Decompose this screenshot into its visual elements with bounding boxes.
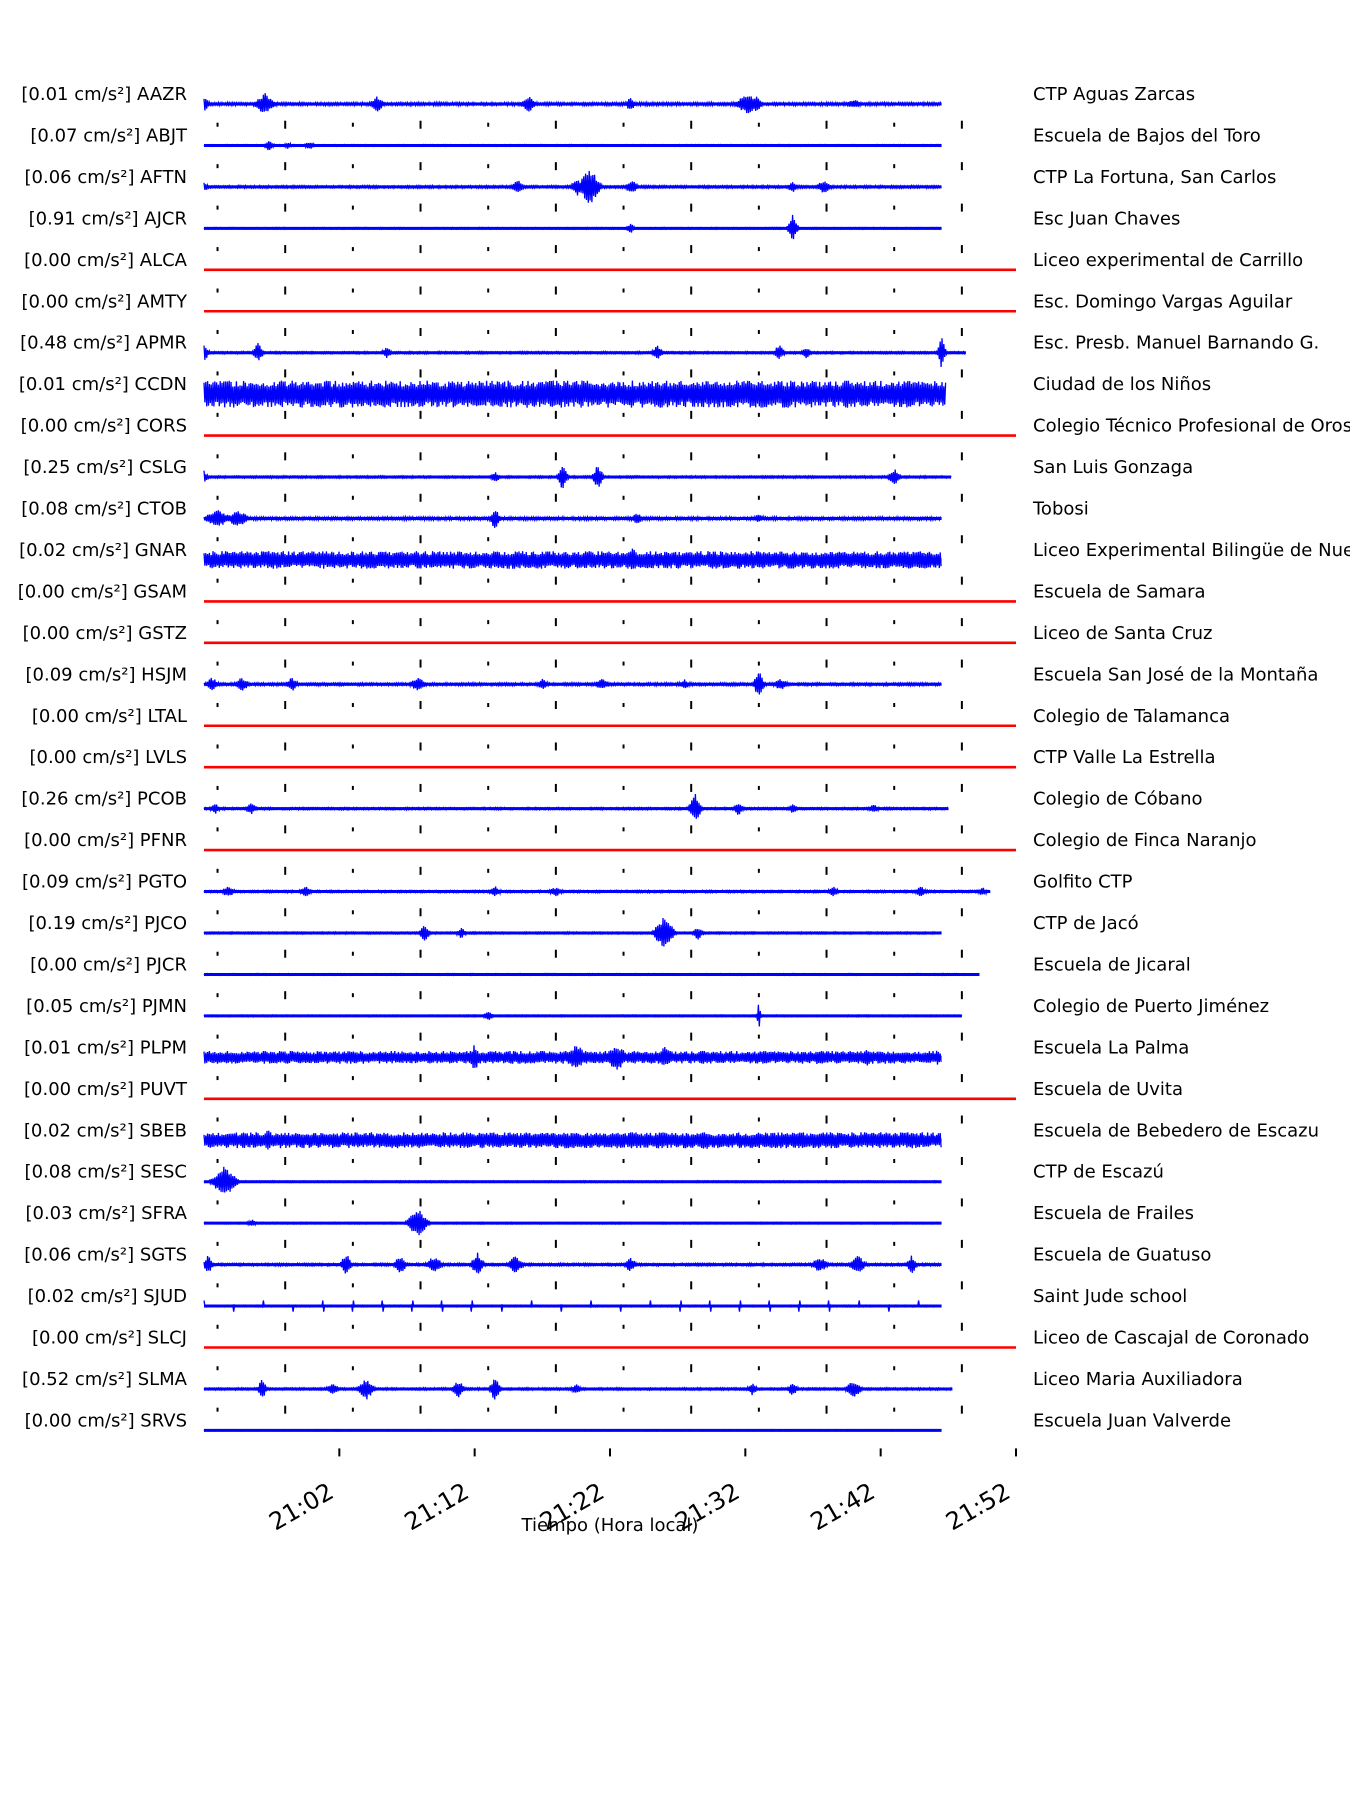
station-name-label: Liceo Maria Auxiliadora (1033, 1369, 1243, 1390)
station-name-label: Golfito CTP (1033, 872, 1133, 893)
station-value-label: [0.07 cm/s²] ABJT (30, 125, 188, 146)
station-name-label: Escuela San José de la Montaña (1033, 664, 1318, 685)
x-tick-label: 21:12 (400, 1477, 474, 1536)
station-name-label: Colegio de Cóbano (1033, 789, 1203, 810)
station-name-label: CTP de Jacó (1033, 913, 1139, 934)
station-name-label: Esc. Presb. Manuel Barnando G. (1033, 333, 1319, 354)
x-axis-label: Tiempo (Hora local) (521, 1515, 699, 1536)
station-name-label: Tobosi (1032, 499, 1089, 520)
station-value-label: [0.26 cm/s²] PCOB (21, 789, 187, 810)
x-tick-label: 21:52 (941, 1477, 1015, 1536)
station-value-label: [0.08 cm/s²] SESC (25, 1162, 187, 1183)
station-value-label: [0.00 cm/s²] PFNR (24, 830, 187, 851)
station-value-label: [0.48 cm/s²] APMR (20, 333, 187, 354)
station-name-label: Ciudad de los Niños (1033, 374, 1211, 395)
station-value-label: [0.00 cm/s²] ALCA (24, 250, 188, 271)
station-name-label: Escuela de Frailes (1033, 1203, 1194, 1224)
station-value-label: [0.00 cm/s²] GSTZ (23, 623, 187, 644)
station-name-label: Escuela Juan Valverde (1033, 1410, 1231, 1431)
station-value-label: [0.00 cm/s²] PJCR (30, 954, 187, 975)
station-value-label: [0.01 cm/s²] AAZR (21, 84, 187, 105)
station-name-label: Esc. Domingo Vargas Aguilar (1033, 291, 1293, 312)
station-name-label: Escuela de Bajos del Toro (1033, 125, 1261, 146)
station-value-label: [0.00 cm/s²] LVLS (30, 747, 187, 768)
station-name-label: Liceo de Santa Cruz (1033, 623, 1212, 644)
station-name-label: CTP La Fortuna, San Carlos (1033, 167, 1276, 188)
station-name-label: Esc Juan Chaves (1033, 208, 1180, 229)
station-value-label: [0.06 cm/s²] SGTS (24, 1245, 187, 1266)
station-name-label: Liceo Experimental Bilingüe de Nuevo Are… (1033, 540, 1350, 561)
station-name-label: Colegio de Finca Naranjo (1033, 830, 1257, 851)
station-value-label: [0.01 cm/s²] CCDN (19, 374, 187, 395)
station-value-label: [0.02 cm/s²] SBEB (24, 1120, 187, 1141)
waveform-trace (203, 793, 949, 819)
station-name-label: Liceo de Cascajal de Coronado (1033, 1328, 1309, 1349)
station-value-label: [0.02 cm/s²] GNAR (19, 540, 187, 561)
station-value-label: [0.06 cm/s²] AFTN (25, 167, 187, 188)
x-tick-label: 21:42 (806, 1477, 880, 1536)
station-value-label: [0.00 cm/s²] SLCJ (32, 1328, 187, 1349)
station-name-label: Escuela de Bebedero de Escazu (1033, 1120, 1319, 1141)
station-value-label: [0.02 cm/s²] SJUD (28, 1286, 187, 1307)
station-name-label: Escuela de Jicaral (1033, 954, 1191, 975)
station-name-label: Liceo experimental de Carrillo (1033, 250, 1303, 271)
station-value-label: [0.03 cm/s²] SFRA (25, 1203, 187, 1224)
station-value-label: [0.00 cm/s²] SRVS (25, 1410, 187, 1431)
station-value-label: [0.00 cm/s²] PUVT (24, 1079, 188, 1100)
station-name-label: Escuela de Guatuso (1033, 1245, 1211, 1266)
station-value-label: [0.00 cm/s²] GSAM (18, 581, 187, 602)
station-value-label: [0.01 cm/s²] PLPM (24, 1037, 187, 1058)
traces-layer (203, 93, 1016, 1433)
labels-layer: [0.01 cm/s²] AAZR CTP Aguas Zarcas [0.07 c… (18, 84, 1350, 1431)
station-value-label: [0.91 cm/s²] AJCR (29, 208, 187, 229)
station-value-label: [0.09 cm/s²] HSJM (26, 664, 187, 685)
station-value-label: [0.00 cm/s²] CORS (21, 416, 187, 437)
station-value-label: [0.08 cm/s²] CTOB (21, 499, 187, 520)
station-value-label: [0.00 cm/s²] AMTY (22, 291, 188, 312)
waveform-trace (203, 1166, 942, 1193)
station-name-label: Escuela de Samara (1033, 581, 1206, 602)
station-name-label: Saint Jude school (1033, 1286, 1187, 1307)
station-value-label: [0.09 cm/s²] PGTO (22, 872, 187, 893)
x-tick-label: 21:02 (264, 1477, 338, 1536)
station-name-label: San Luis Gonzaga (1033, 457, 1193, 478)
station-name-label: Colegio de Talamanca (1033, 706, 1230, 727)
station-name-label: CTP Aguas Zarcas (1033, 84, 1195, 105)
station-name-label: CTP de Escazú (1033, 1162, 1164, 1183)
station-name-label: CTP Valle La Estrella (1033, 747, 1216, 768)
station-name-label: Escuela La Palma (1033, 1037, 1189, 1058)
station-value-label: [0.05 cm/s²] PJMN (26, 996, 187, 1017)
station-name-label: Escuela de Uvita (1033, 1079, 1183, 1100)
station-value-label: [0.19 cm/s²] PJCO (28, 913, 187, 934)
tick-layer (216, 120, 963, 1414)
station-value-label: [0.00 cm/s²] LTAL (32, 706, 187, 727)
station-name-label: Colegio Técnico Profesional de Orosi (1033, 416, 1350, 437)
station-name-label: Colegio de Puerto Jiménez (1033, 996, 1269, 1017)
station-value-label: [0.52 cm/s²] SLMA (22, 1369, 188, 1390)
station-value-label: [0.25 cm/s²] CSLG (23, 457, 187, 478)
